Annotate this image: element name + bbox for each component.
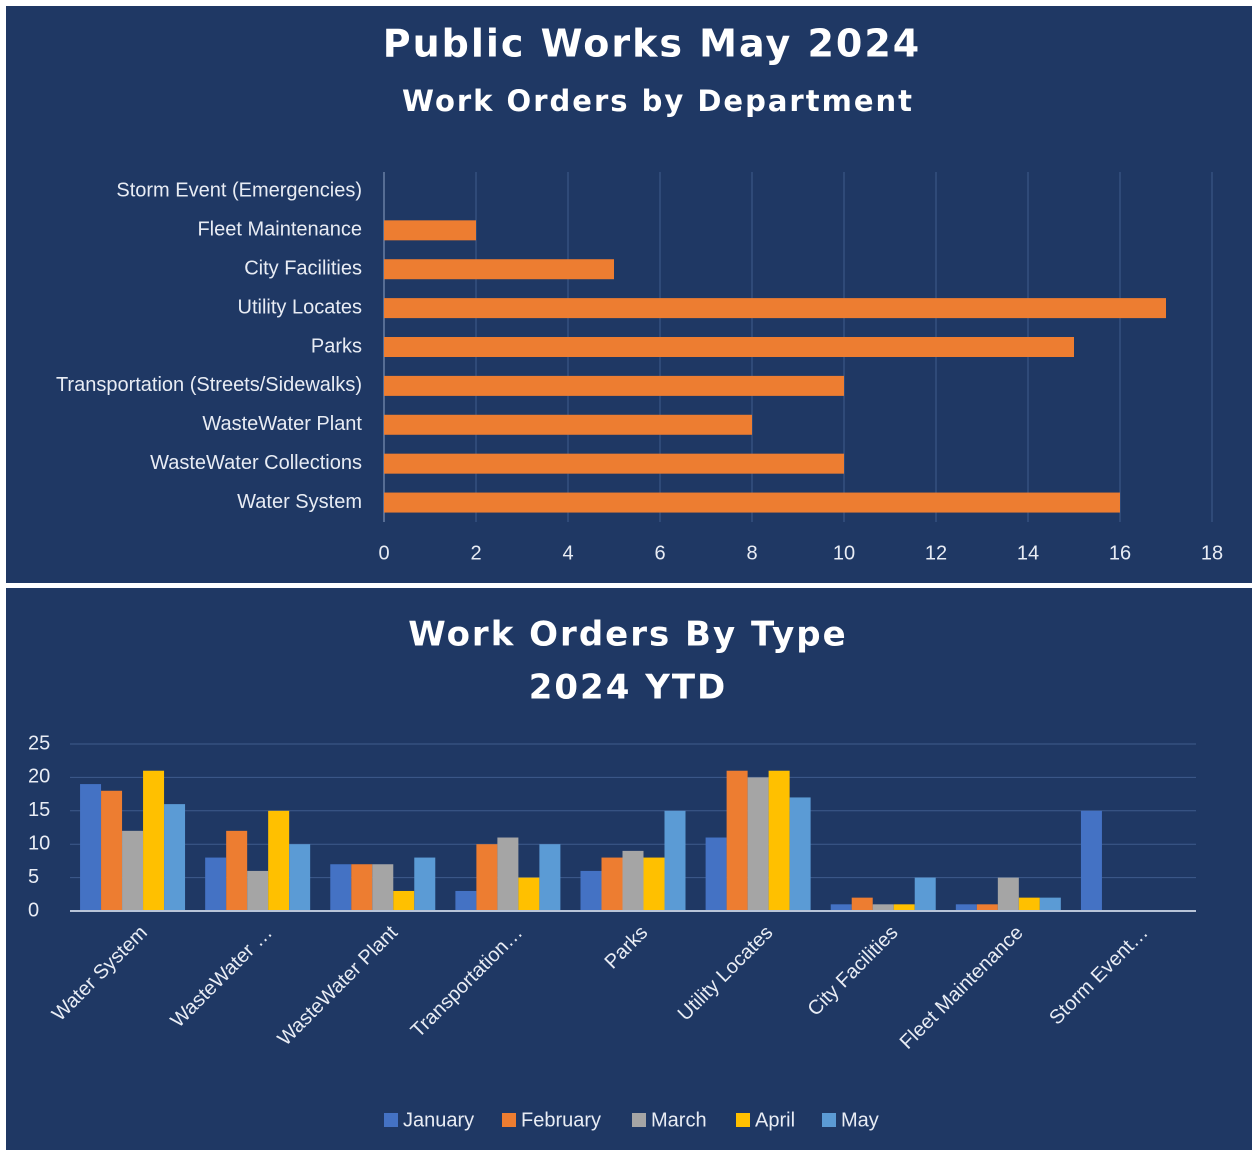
x-tick-label: 12 bbox=[925, 542, 947, 564]
y-tick-label: Utility Locates bbox=[238, 296, 363, 318]
bar bbox=[268, 810, 290, 911]
x-tick-label: 16 bbox=[1109, 542, 1131, 564]
x-tick-label: 2 bbox=[470, 542, 481, 564]
y-tick-label: Parks bbox=[311, 335, 362, 357]
chart-title: Public Works May 2024 bbox=[383, 22, 922, 66]
bar bbox=[726, 770, 748, 911]
y-tick-label: 25 bbox=[28, 732, 50, 754]
legend-swatch bbox=[736, 1113, 750, 1127]
chart-subtitle: 2024 YTD bbox=[529, 668, 728, 708]
bar bbox=[384, 492, 1120, 513]
chart-title: Work Orders By Type bbox=[408, 615, 847, 655]
panel-department bbox=[6, 6, 1252, 583]
bar bbox=[476, 844, 498, 911]
legend-label: May bbox=[841, 1109, 879, 1131]
chart-subtitle: Work Orders by Department bbox=[402, 84, 914, 118]
bar bbox=[122, 830, 144, 911]
bar bbox=[955, 904, 977, 911]
bar bbox=[80, 784, 102, 911]
bar bbox=[580, 870, 602, 911]
bar bbox=[384, 414, 752, 435]
x-tick-label: 18 bbox=[1201, 542, 1223, 564]
legend-label: April bbox=[755, 1109, 795, 1131]
bar bbox=[872, 904, 894, 911]
legend-label: January bbox=[403, 1109, 474, 1131]
bar bbox=[601, 857, 623, 911]
x-tick-label: 10 bbox=[833, 542, 855, 564]
bar bbox=[205, 857, 227, 911]
bar bbox=[914, 877, 936, 911]
bar bbox=[1039, 897, 1061, 911]
bar bbox=[830, 904, 852, 911]
y-tick-label: Water System bbox=[237, 491, 362, 513]
bar bbox=[384, 220, 476, 241]
bar bbox=[393, 890, 415, 911]
bar bbox=[976, 904, 998, 911]
bar bbox=[247, 870, 269, 911]
y-tick-label: 10 bbox=[28, 832, 50, 854]
x-tick-label: 14 bbox=[1017, 542, 1039, 564]
bar bbox=[705, 837, 727, 911]
bar bbox=[330, 864, 352, 911]
bar bbox=[768, 770, 790, 911]
legend-swatch bbox=[502, 1113, 516, 1127]
bar bbox=[789, 797, 811, 911]
bar bbox=[518, 877, 540, 911]
legend-swatch bbox=[632, 1113, 646, 1127]
legend-label: February bbox=[521, 1109, 601, 1131]
y-tick-label: 0 bbox=[28, 899, 39, 921]
bar bbox=[226, 830, 248, 911]
bar bbox=[747, 777, 769, 911]
legend-swatch bbox=[384, 1113, 398, 1127]
legend-swatch bbox=[822, 1113, 836, 1127]
bar bbox=[1080, 810, 1102, 911]
y-tick-label: WasteWater Collections bbox=[150, 452, 362, 474]
bar bbox=[351, 864, 373, 911]
bar bbox=[414, 857, 436, 911]
bar bbox=[539, 844, 561, 911]
legend-label: March bbox=[651, 1109, 707, 1131]
y-tick-label: Transportation (Streets/Sidewalks) bbox=[56, 374, 362, 396]
bar bbox=[384, 259, 614, 280]
bar bbox=[384, 453, 844, 474]
x-tick-label: 4 bbox=[562, 542, 573, 564]
bar bbox=[164, 804, 186, 911]
bar bbox=[372, 864, 394, 911]
bar bbox=[997, 877, 1019, 911]
y-tick-label: 5 bbox=[28, 866, 39, 888]
bar bbox=[384, 337, 1074, 357]
bar bbox=[497, 837, 519, 911]
bar bbox=[455, 890, 477, 911]
x-tick-label: 8 bbox=[746, 542, 757, 564]
bar bbox=[384, 375, 844, 396]
y-tick-label: Storm Event (Emergencies) bbox=[116, 180, 362, 202]
bar bbox=[143, 770, 165, 911]
y-tick-label: City Facilities bbox=[244, 258, 362, 280]
bar bbox=[289, 844, 311, 911]
bar bbox=[643, 857, 665, 911]
bar bbox=[101, 790, 123, 911]
x-tick-label: 0 bbox=[378, 542, 389, 564]
y-tick-label: WasteWater Plant bbox=[202, 413, 362, 435]
bar bbox=[893, 904, 915, 911]
bar bbox=[1018, 897, 1040, 911]
y-tick-label: Fleet Maintenance bbox=[197, 219, 362, 241]
y-tick-label: 15 bbox=[28, 799, 50, 821]
x-tick-label: 6 bbox=[654, 542, 665, 564]
bar bbox=[622, 850, 644, 911]
bar bbox=[851, 897, 873, 911]
bar bbox=[664, 810, 686, 911]
y-tick-label: 20 bbox=[28, 766, 50, 788]
bar bbox=[384, 298, 1166, 319]
